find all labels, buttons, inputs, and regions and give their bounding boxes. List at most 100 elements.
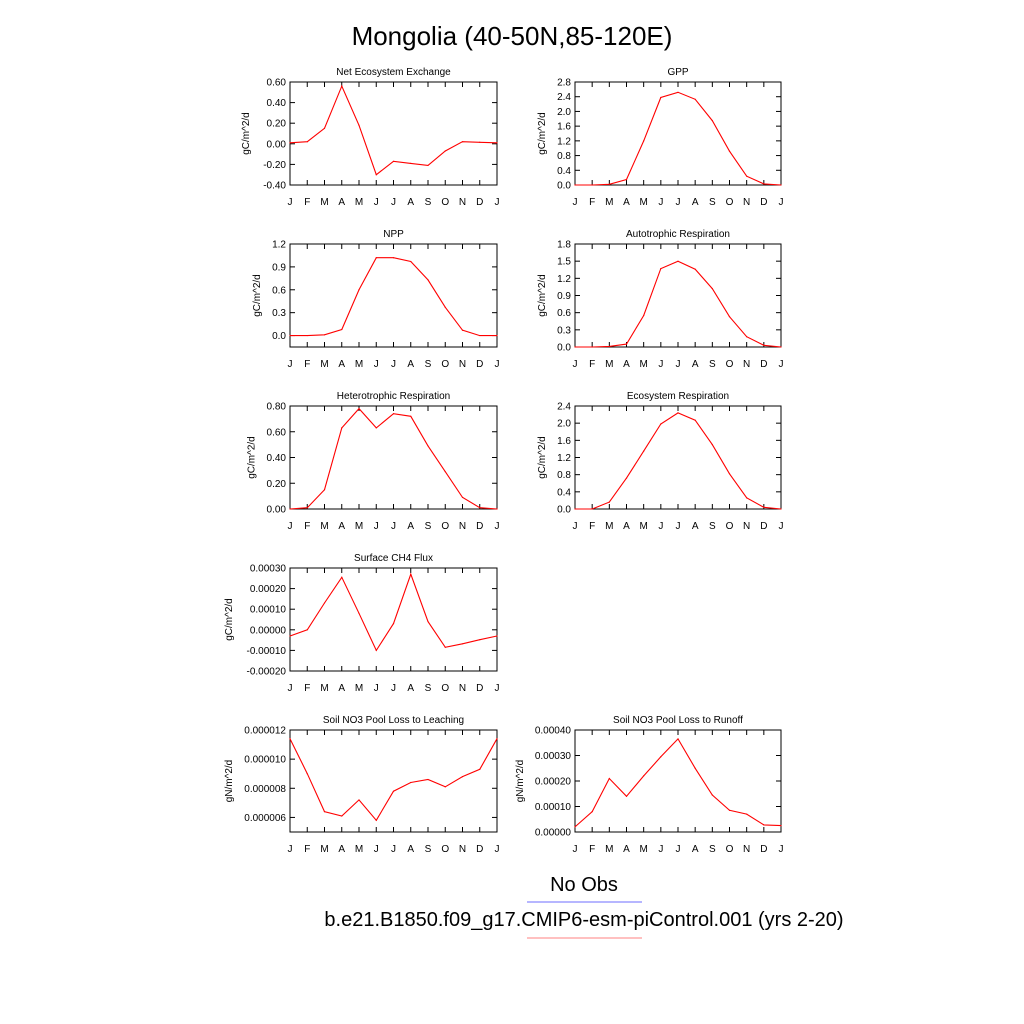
data-point	[677, 91, 679, 93]
y-tick-label: 0.00	[267, 505, 287, 516]
x-tick-label: M	[320, 683, 328, 694]
x-tick-label: N	[743, 844, 750, 855]
data-point	[410, 260, 412, 263]
data-point	[496, 142, 498, 144]
x-tick-label: J	[374, 683, 379, 694]
legend-obs-label: No Obs	[550, 874, 618, 896]
data-point	[711, 288, 713, 290]
panel-title: Autotrophic Respiration	[626, 229, 730, 240]
data-point	[763, 344, 765, 346]
x-tick-label: A	[623, 844, 630, 855]
series-line	[289, 572, 498, 652]
plot-frame	[574, 81, 782, 186]
x-tick-label: J	[391, 683, 396, 694]
data-point	[461, 643, 464, 645]
y-tick-label: 1.6	[557, 122, 571, 133]
plot-frame	[574, 243, 782, 348]
x-tick-label: J	[658, 844, 663, 855]
x-tick-label: A	[623, 359, 630, 370]
y-axis-label: gC/m^2/d	[247, 436, 258, 479]
x-tick-label: N	[459, 521, 466, 532]
data-point	[780, 346, 782, 348]
x-tick-label: M	[639, 521, 647, 532]
x-tick-label: S	[425, 359, 432, 370]
data-point	[625, 795, 628, 797]
data-point	[306, 141, 308, 143]
data-point	[358, 612, 360, 614]
x-tick-label: N	[459, 197, 466, 208]
x-tick-label: M	[320, 521, 328, 532]
legend-model-label: b.e21.B1850.f09_g17.CMIP6-esm-piControl.…	[324, 909, 843, 931]
x-tick-label: J	[573, 844, 578, 855]
x-tick-label: A	[407, 683, 414, 694]
x-tick-label: M	[355, 521, 363, 532]
x-tick-label: S	[709, 197, 716, 208]
data-point	[763, 824, 765, 826]
data-point	[392, 623, 395, 625]
data-point	[643, 314, 645, 317]
data-point	[479, 141, 481, 143]
x-tick-label: J	[779, 844, 784, 855]
y-tick-label: 0.00000	[250, 625, 287, 636]
y-tick-label: -0.20	[263, 160, 286, 171]
y-tick-label: 0.0	[272, 331, 286, 342]
data-point	[427, 620, 429, 623]
series-line	[574, 737, 782, 828]
x-tick-label: S	[709, 521, 716, 532]
panel-title: NPP	[383, 229, 404, 240]
y-tick-label: 0.0	[557, 343, 571, 354]
y-tick-label: 0.00040	[535, 726, 572, 737]
x-tick-label: M	[605, 197, 613, 208]
y-tick-label: 1.2	[557, 274, 571, 285]
x-tick-label: F	[304, 521, 310, 532]
x-tick-label: J	[288, 521, 293, 532]
x-tick-label: F	[589, 844, 595, 855]
data-point	[461, 496, 464, 499]
x-tick-label: A	[407, 521, 414, 532]
y-tick-label: 0.0	[557, 181, 571, 192]
x-tick-label: S	[709, 844, 716, 855]
data-point	[574, 184, 576, 186]
data-point	[392, 413, 395, 415]
data-point	[358, 799, 360, 801]
x-tick-label: A	[692, 521, 699, 532]
x-tick-label: A	[692, 359, 699, 370]
y-tick-label: 0.60	[267, 427, 287, 438]
x-tick-label: A	[338, 683, 345, 694]
data-point	[289, 738, 291, 740]
data-point	[289, 508, 291, 510]
data-point	[358, 124, 360, 126]
data-point	[375, 819, 377, 821]
x-tick-label: D	[476, 844, 483, 855]
data-point	[780, 184, 782, 186]
x-tick-label: J	[391, 197, 396, 208]
y-tick-label: 1.6	[557, 436, 571, 447]
x-tick-label: O	[441, 844, 449, 855]
y-tick-label: 0.000006	[244, 813, 286, 824]
y-tick-label: 2.4	[557, 402, 571, 413]
y-axis-label: gC/m^2/d	[241, 112, 252, 155]
x-tick-label: A	[407, 197, 414, 208]
x-tick-label: D	[760, 521, 767, 532]
x-tick-label: J	[391, 521, 396, 532]
x-tick-label: D	[476, 197, 483, 208]
data-point	[677, 260, 679, 262]
data-point	[711, 794, 713, 796]
x-tick-label: S	[425, 844, 432, 855]
data-point	[410, 781, 412, 784]
x-tick-label: M	[605, 359, 613, 370]
panel-title: Heterotrophic Respiration	[337, 391, 450, 402]
x-tick-label: N	[459, 359, 466, 370]
data-point	[323, 811, 326, 813]
x-tick-label: N	[743, 359, 750, 370]
data-point	[375, 257, 377, 259]
data-point	[479, 334, 481, 337]
x-tick-label: M	[605, 844, 613, 855]
data-point	[591, 346, 593, 348]
x-tick-label: F	[589, 197, 595, 208]
y-tick-label: 0.9	[272, 262, 286, 273]
